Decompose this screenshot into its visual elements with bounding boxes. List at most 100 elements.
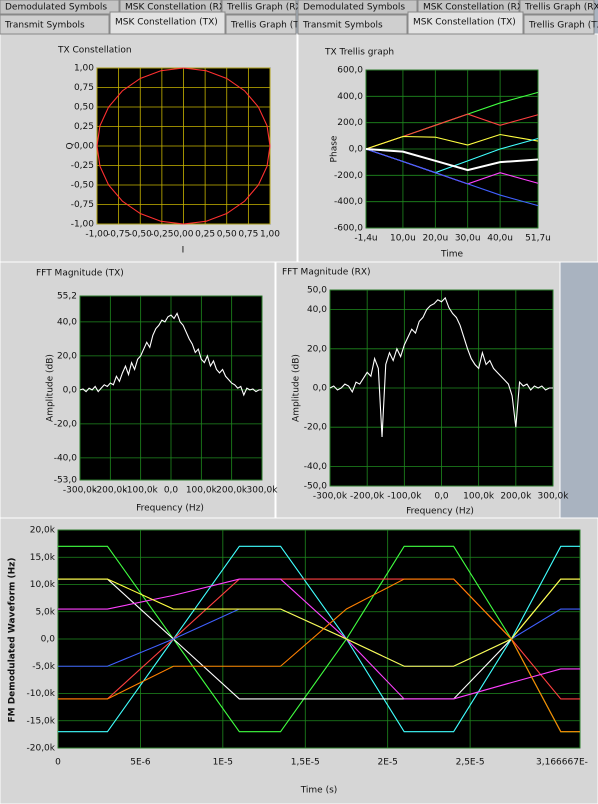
y-tick-label: 15,0k [30, 553, 56, 563]
x-tick-label: 2,5E-5 [456, 758, 485, 768]
tab[interactable] [0, 14, 110, 35]
y-tick-label: -20,0k [27, 744, 56, 754]
data-line [58, 578, 580, 667]
tab[interactable] [0, 0, 120, 15]
tab[interactable] [297, 14, 408, 35]
x-tick-label: 200,0k [216, 486, 248, 496]
tab[interactable] [109, 11, 226, 35]
y-tick-label: -1,00 [71, 220, 95, 230]
y-tick-label: 0,0 [63, 385, 78, 395]
tab-label[interactable]: Trellis Graph (RX) [226, 3, 305, 13]
tab[interactable] [225, 14, 297, 35]
data-line [329, 296, 553, 438]
y-tick-label: -0,50 [71, 181, 95, 191]
y-tick-label: -40,0 [54, 453, 78, 463]
y-tick-label: 0,00 [74, 142, 94, 152]
y-tick-label: 55,2 [57, 292, 77, 302]
x-tick-label: 300,0k [538, 492, 570, 502]
tab-label[interactable]: MSK Constellation (RX) [423, 3, 527, 13]
y-axis-label: Q [66, 142, 76, 149]
x-axis-label: I [182, 246, 185, 256]
y-tick-label: 40,0 [57, 317, 77, 327]
y-tick-label: -40,0 [304, 462, 328, 472]
y-tick-label: -10,0k [27, 689, 56, 699]
tab-label[interactable]: MSK Constellation (TX) [413, 18, 516, 28]
y-tick-label: 400,0 [337, 92, 363, 102]
data-line [365, 148, 539, 207]
y-tick-label: 10,0k [30, 580, 56, 590]
tab-label[interactable]: Trellis Graph (TX) [230, 21, 308, 31]
chart-title: FFT Magnitude (RX) [282, 268, 371, 278]
y-axis-label: FM Demodulated Waveform (Hz) [8, 557, 18, 722]
y-tick-label: -0,75 [71, 200, 94, 210]
tab[interactable] [221, 0, 297, 15]
y-tick-label: 40,0 [307, 305, 327, 315]
x-axis-label: Time [440, 250, 463, 260]
x-tick-label: 0,0 [434, 492, 449, 502]
y-tick-label: -400,0 [334, 197, 363, 207]
y-tick-label: 20,0 [307, 344, 327, 354]
data-line [58, 578, 580, 733]
x-tick-label: -1,4u [354, 234, 377, 244]
chart-title: FFT Magnitude (TX) [36, 269, 124, 279]
x-tick-label: -0,50 [129, 230, 153, 240]
tab-label[interactable]: MSK Constellation (RX) [125, 3, 229, 13]
y-tick-label: 20,0k [30, 526, 56, 536]
tab-label[interactable]: Transmit Symbols [4, 21, 85, 31]
y-tick-label: -53,0 [54, 476, 78, 486]
y-tick-label: 200,0 [337, 118, 363, 128]
x-tick-label: 5E-6 [130, 758, 151, 768]
chart-title: TX Constellation [57, 46, 132, 56]
y-tick-label: 1,00 [74, 64, 94, 74]
x-tick-label: 10,0u [390, 234, 416, 244]
x-tick-label: -200,0k [93, 486, 128, 496]
x-tick-label: 1,00 [260, 230, 280, 240]
x-tick-label: 200,0k [500, 492, 532, 502]
y-tick-label: 0,0 [41, 635, 56, 645]
y-tick-label: -20,0 [54, 419, 78, 429]
x-tick-label: -300,0k [63, 486, 98, 496]
tab-label[interactable]: MSK Constellation (TX) [115, 18, 218, 28]
y-axis-label: Phase [330, 135, 340, 162]
data-line [79, 312, 262, 397]
tab[interactable] [519, 0, 595, 15]
y-tick-label: 0,50 [74, 103, 94, 113]
x-tick-label: -1,00 [85, 230, 109, 240]
x-tick-label: -0,25 [150, 230, 173, 240]
x-tick-label: 3,166667E- [536, 758, 588, 768]
x-tick-label: 0,25 [195, 230, 215, 240]
x-tick-label: 2E-5 [377, 758, 397, 768]
y-tick-label: -600,0 [334, 224, 363, 234]
y-axis-label: Amplitude (dB) [46, 354, 56, 422]
x-axis-label: Time (s) [300, 786, 338, 796]
x-tick-label: 51,7u [525, 234, 551, 244]
tab-label[interactable]: Trellis Graph (RX) [524, 3, 598, 13]
y-tick-label: 5,0k [35, 607, 55, 617]
y-tick-label: -20,0 [304, 423, 328, 433]
tab[interactable] [297, 0, 418, 15]
y-tick-label: -200,0 [334, 171, 363, 181]
tab[interactable] [407, 11, 524, 35]
tab-label[interactable]: Trellis Graph (TX) [528, 21, 598, 31]
y-axis-label: Amplitude (dB) [292, 354, 302, 422]
y-tick-label: -15,0k [27, 716, 56, 726]
y-tick-label: 0,0 [349, 145, 364, 155]
y-tick-label: -0,25 [71, 161, 94, 171]
x-tick-label: -0,75 [107, 230, 130, 240]
data-line [96, 67, 271, 225]
x-tick-label: -300,0k [313, 492, 348, 502]
tab-bar: Demodulated Symbols MSK Constellation (RX… [0, 0, 598, 35]
x-axis-label: Frequency (Hz) [406, 507, 474, 517]
tab-label[interactable]: Demodulated Symbols [5, 3, 107, 13]
data-line [365, 133, 539, 150]
y-tick-label: 20,0 [57, 351, 77, 361]
y-tick-label: 0,75 [74, 83, 94, 93]
x-tick-label: 0,50 [217, 230, 237, 240]
x-tick-label: -100,0k [124, 486, 159, 496]
x-tick-label: 0,00 [173, 230, 193, 240]
x-tick-label: -100,0k [387, 492, 422, 502]
tab[interactable] [523, 14, 595, 35]
tab-label[interactable]: Demodulated Symbols [303, 3, 405, 13]
tab-label[interactable]: Transmit Symbols [302, 21, 383, 31]
